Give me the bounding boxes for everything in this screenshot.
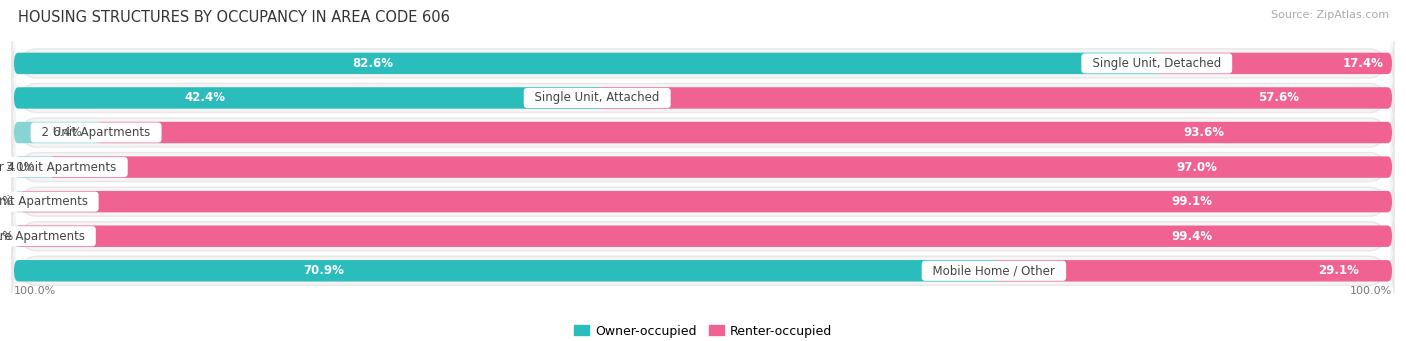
- Text: Single Unit, Attached: Single Unit, Attached: [527, 91, 668, 104]
- FancyBboxPatch shape: [14, 21, 1392, 106]
- Text: 82.6%: 82.6%: [352, 57, 392, 70]
- FancyBboxPatch shape: [11, 51, 1395, 145]
- Text: 42.4%: 42.4%: [184, 91, 225, 104]
- FancyBboxPatch shape: [11, 155, 1395, 249]
- FancyBboxPatch shape: [14, 122, 103, 143]
- Text: 70.9%: 70.9%: [304, 264, 344, 277]
- FancyBboxPatch shape: [14, 228, 1392, 313]
- FancyBboxPatch shape: [14, 225, 22, 247]
- FancyBboxPatch shape: [14, 191, 27, 212]
- FancyBboxPatch shape: [14, 90, 1392, 175]
- Text: 29.1%: 29.1%: [1317, 264, 1358, 277]
- FancyBboxPatch shape: [49, 157, 1392, 178]
- Text: 99.1%: 99.1%: [1171, 195, 1213, 208]
- FancyBboxPatch shape: [11, 189, 1395, 283]
- Text: 100.0%: 100.0%: [1350, 286, 1392, 296]
- Text: 5 to 9 Unit Apartments: 5 to 9 Unit Apartments: [0, 195, 96, 208]
- FancyBboxPatch shape: [14, 260, 1001, 282]
- FancyBboxPatch shape: [994, 260, 1392, 282]
- Text: 0.92%: 0.92%: [0, 195, 14, 208]
- Text: 2 Unit Apartments: 2 Unit Apartments: [34, 126, 157, 139]
- FancyBboxPatch shape: [14, 160, 1392, 244]
- Text: 3 or 4 Unit Apartments: 3 or 4 Unit Apartments: [0, 161, 124, 174]
- Text: 17.4%: 17.4%: [1343, 57, 1384, 70]
- Text: 0.61%: 0.61%: [0, 230, 14, 243]
- FancyBboxPatch shape: [15, 225, 1392, 247]
- Text: 97.0%: 97.0%: [1175, 161, 1216, 174]
- Text: 100.0%: 100.0%: [14, 286, 56, 296]
- Text: Single Unit, Detached: Single Unit, Detached: [1085, 57, 1229, 70]
- FancyBboxPatch shape: [11, 86, 1395, 179]
- FancyBboxPatch shape: [11, 224, 1395, 318]
- FancyBboxPatch shape: [96, 122, 1392, 143]
- FancyBboxPatch shape: [14, 125, 1392, 209]
- Text: 6.4%: 6.4%: [52, 126, 82, 139]
- FancyBboxPatch shape: [11, 120, 1395, 214]
- FancyBboxPatch shape: [1157, 53, 1392, 74]
- FancyBboxPatch shape: [598, 87, 1392, 109]
- Text: Mobile Home / Other: Mobile Home / Other: [925, 264, 1063, 277]
- FancyBboxPatch shape: [14, 87, 605, 109]
- Text: 3.0%: 3.0%: [6, 161, 35, 174]
- Text: 10 or more Apartments: 10 or more Apartments: [0, 230, 93, 243]
- FancyBboxPatch shape: [14, 194, 1392, 278]
- FancyBboxPatch shape: [14, 157, 56, 178]
- Text: Source: ZipAtlas.com: Source: ZipAtlas.com: [1271, 10, 1389, 20]
- Text: HOUSING STRUCTURES BY OCCUPANCY IN AREA CODE 606: HOUSING STRUCTURES BY OCCUPANCY IN AREA …: [18, 10, 450, 25]
- Text: 57.6%: 57.6%: [1258, 91, 1299, 104]
- FancyBboxPatch shape: [20, 191, 1392, 212]
- Text: 99.4%: 99.4%: [1171, 230, 1212, 243]
- Legend: Owner-occupied, Renter-occupied: Owner-occupied, Renter-occupied: [568, 320, 838, 341]
- Text: 93.6%: 93.6%: [1182, 126, 1225, 139]
- FancyBboxPatch shape: [11, 16, 1395, 110]
- FancyBboxPatch shape: [14, 56, 1392, 140]
- FancyBboxPatch shape: [14, 53, 1164, 74]
